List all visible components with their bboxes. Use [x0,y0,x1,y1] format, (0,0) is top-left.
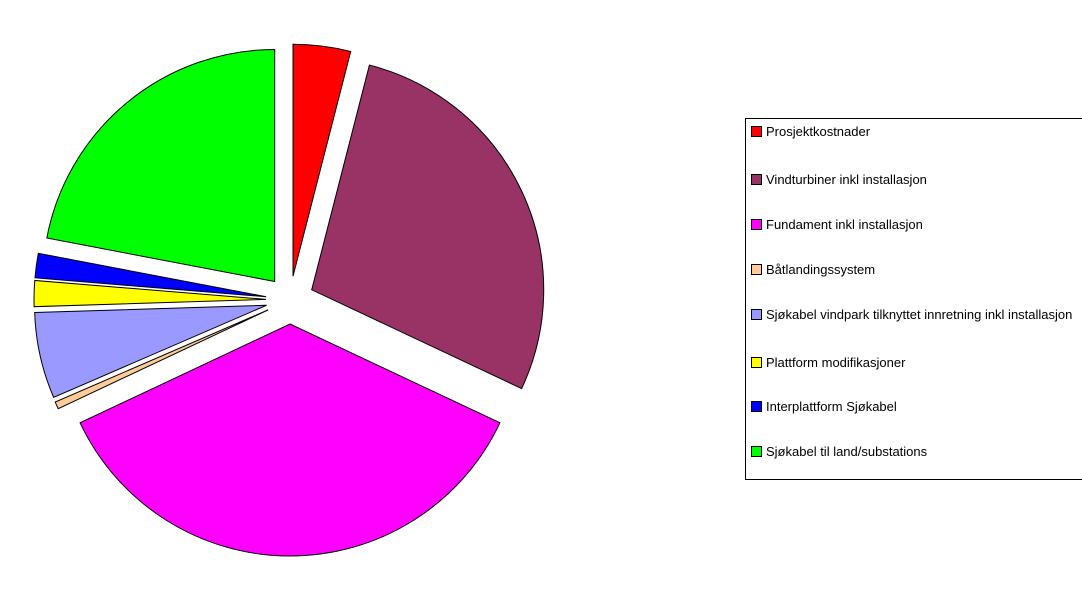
pie-slice [292,43,352,277]
legend-label: Fundament inkl installasjon [766,217,923,232]
legend-swatch [751,219,762,230]
legend-swatch [751,264,762,275]
legend-label: Interplattform Sjøkabel [766,399,897,414]
legend-item: Sjøkabel til land/substations [751,444,1082,459]
pie-slice [79,323,501,557]
pie-slice [34,252,267,298]
legend-swatch [751,401,762,412]
legend-label: Sjøkabel til land/substations [766,444,928,459]
legend-swatch [751,309,762,320]
pie-slice [46,49,276,283]
legend-label: Prosjektkostnader [766,124,871,139]
legend-item: Prosjektkostnader [751,124,1082,139]
legend-item: Fundament inkl installasjon [751,217,1082,232]
pie-slice [54,309,269,410]
legend-label: Båtlandingssystem [766,262,876,277]
pie-area [33,43,545,557]
legend-label: Sjøkabel vindpark tilknyttet innretning … [766,307,1073,322]
legend-item: Båtlandingssystem [751,262,1082,277]
pie-slice [33,279,267,308]
legend-label: Vindturbiner inkl installasjon [766,172,927,187]
legend-swatch [751,357,762,368]
pie-slice [311,64,545,390]
legend-item: Vindturbiner inkl installasjon [751,172,1082,187]
legend-swatch [751,446,762,457]
pie-slice [34,304,267,399]
legend-swatch [751,174,762,185]
legend-label: Plattform modifikasjoner [766,355,906,370]
legend-item: Sjøkabel vindpark tilknyttet innretning … [751,307,1082,322]
legend-swatch [751,126,762,137]
legend: Prosjektkostnader Vindturbiner inkl insta… [745,118,1082,480]
legend-item: Plattform modifikasjoner [751,355,1082,370]
legend-item: Interplattform Sjøkabel [751,399,1082,414]
